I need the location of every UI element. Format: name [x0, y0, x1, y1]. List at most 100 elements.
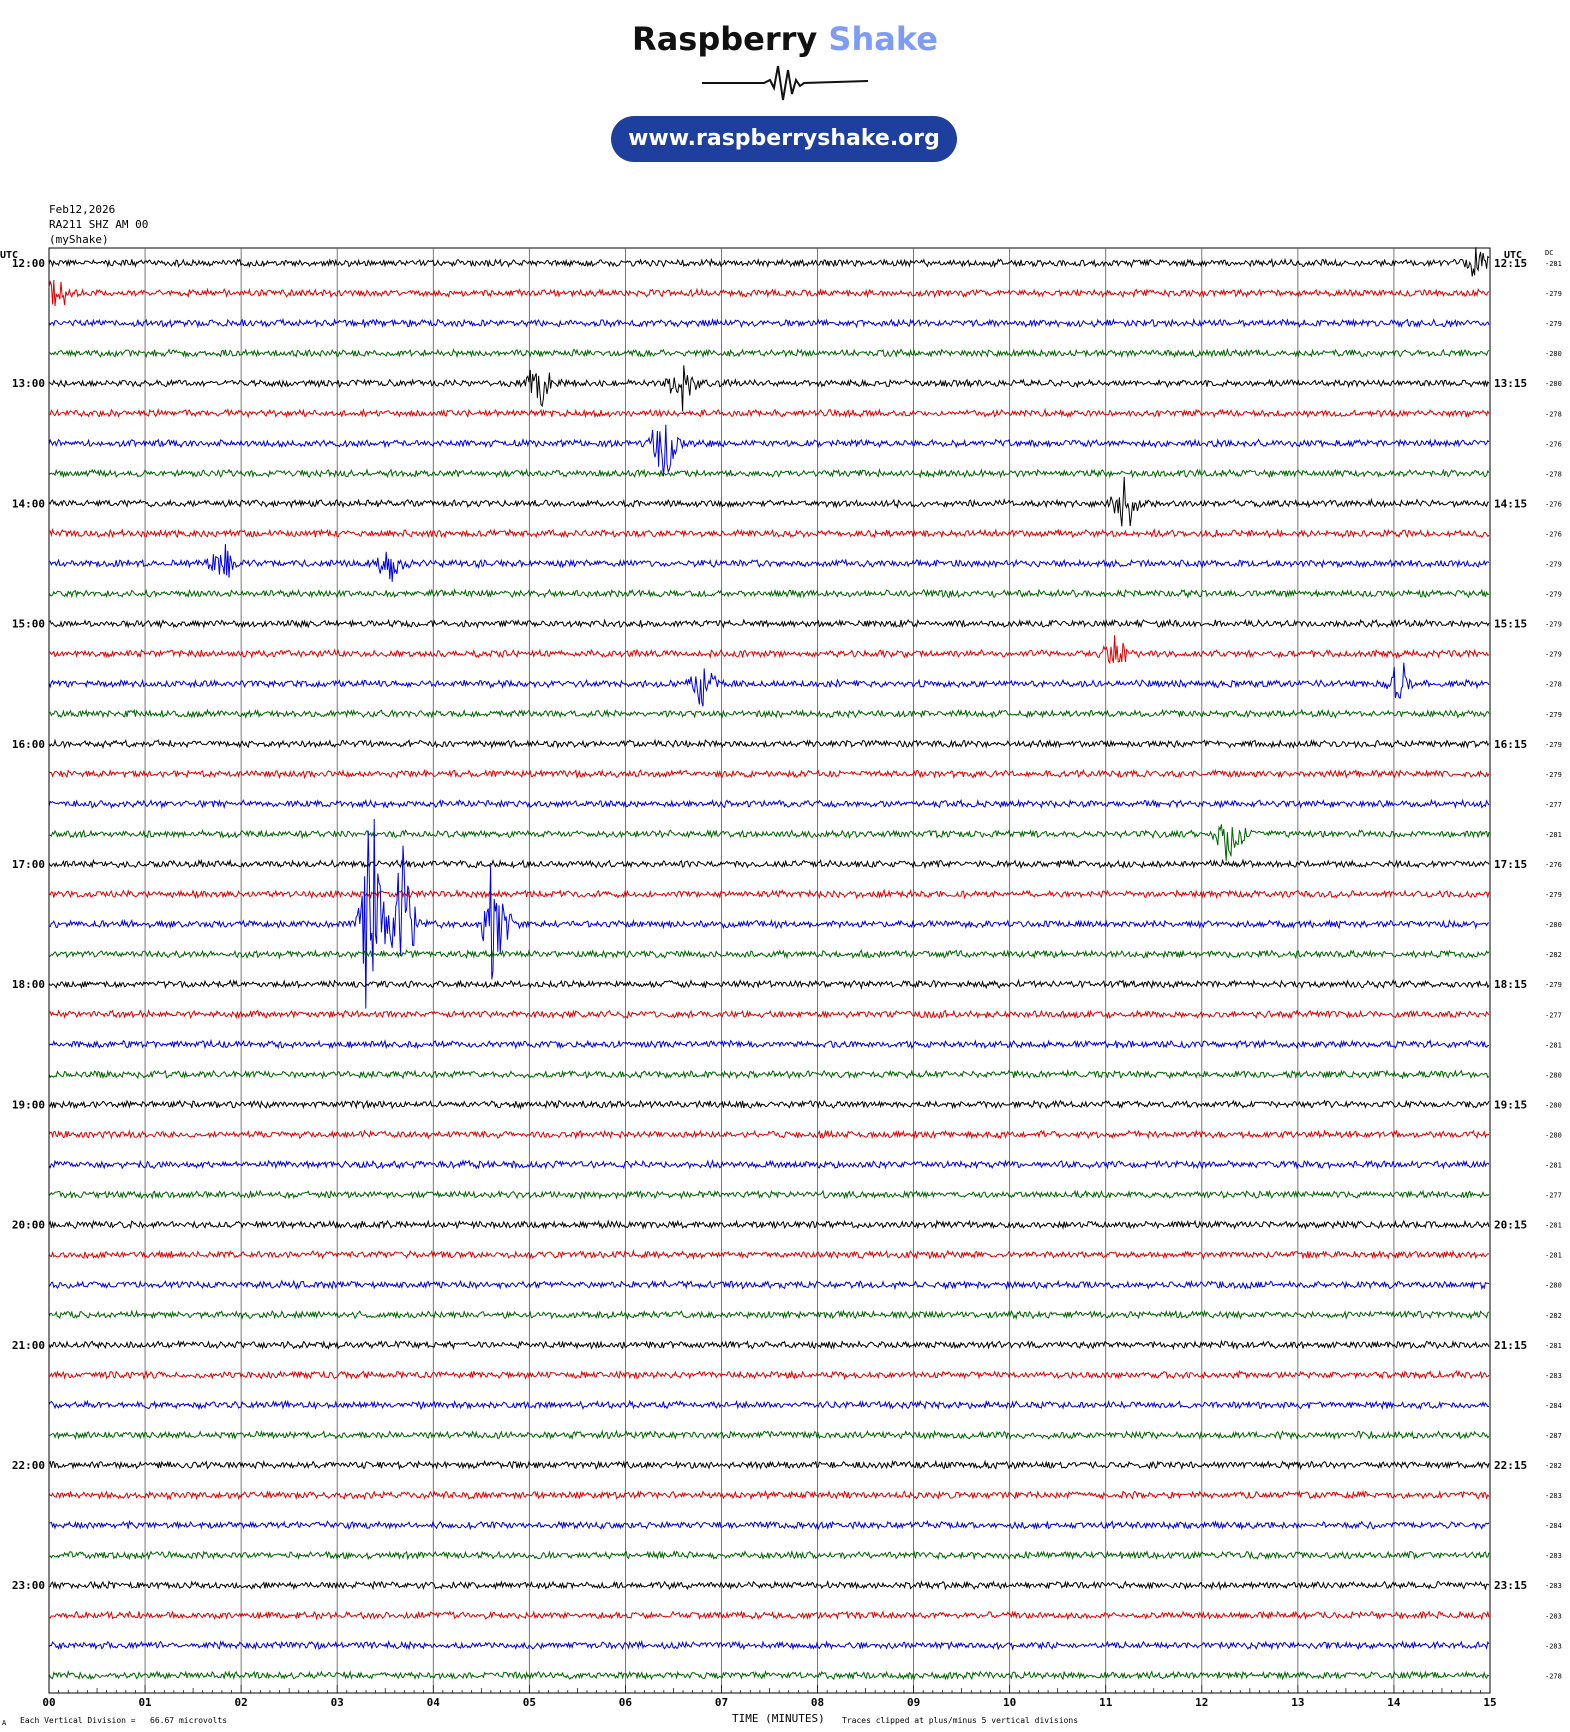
dc-offset-label: -281	[1545, 260, 1562, 268]
x-tick-label: 05	[523, 1696, 536, 1709]
dc-offset-label: -284	[1545, 1522, 1562, 1530]
plot-frame	[48, 247, 1491, 1694]
seismic-trace	[48, 798, 1490, 810]
station-info: Feb12,2026 RA211 SHZ AM 00 (myShake)	[49, 202, 148, 247]
seismic-trace	[48, 978, 1490, 990]
left-hour-label: 16:00	[12, 738, 45, 751]
seismic-trace	[48, 818, 1490, 1009]
dc-offset-label: -283	[1545, 1552, 1562, 1560]
seismic-trace	[48, 1159, 1490, 1170]
brand-name-part1: Raspberry	[632, 20, 818, 58]
left-hour-label: 23:00	[12, 1579, 45, 1592]
dc-offset-label: -279	[1545, 771, 1562, 779]
dc-offset-label: -277	[1545, 1192, 1562, 1200]
x-tick-label: 10	[1003, 1696, 1016, 1709]
dc-offset-label: -280	[1545, 921, 1562, 929]
dc-offset-label: -279	[1545, 290, 1562, 298]
header: Raspberry Shake www.raspberryshake.org	[0, 0, 1570, 180]
x-tick-label: 12	[1195, 1696, 1208, 1709]
right-hour-label: 12:15	[1494, 257, 1527, 270]
seismic-trace	[48, 1309, 1490, 1321]
clip-note: Traces clipped at plus/minus 5 vertical …	[842, 1716, 1079, 1725]
x-tick-label: 11	[1099, 1696, 1113, 1709]
station-code: RA211 SHZ AM 00	[49, 218, 149, 231]
seismic-trace	[48, 1068, 1490, 1080]
dc-column-label: DC	[1545, 249, 1553, 257]
dc-offset-label: -276	[1545, 440, 1562, 448]
dc-offset-label: -280	[1545, 350, 1562, 358]
x-tick-label: 00	[42, 1696, 55, 1709]
seismic-trace	[48, 1339, 1490, 1351]
dc-offset-label: -283	[1545, 1372, 1562, 1380]
x-tick-label: 02	[235, 1696, 248, 1709]
vertical-division-note: Each Vertical Division = 66.67 microvolt…	[20, 1716, 228, 1725]
seismic-trace	[48, 1550, 1490, 1561]
seismic-trace	[48, 1249, 1490, 1261]
dc-offset-label: -276	[1545, 500, 1562, 508]
x-tick-label: 09	[907, 1696, 920, 1709]
corner-mark: A	[2, 1719, 7, 1727]
dc-offset-label: -280	[1545, 1101, 1562, 1109]
left-hour-label: 12:00	[12, 257, 45, 270]
website-link-button[interactable]: www.raspberryshake.org	[611, 116, 957, 162]
recording-date: Feb12,2026	[49, 203, 116, 216]
dc-offset-label: -277	[1545, 1011, 1562, 1019]
seismic-trace	[48, 1579, 1490, 1591]
right-hour-label: 16:15	[1494, 738, 1527, 751]
left-hour-label: 21:00	[12, 1339, 45, 1352]
seismic-trace	[48, 858, 1490, 870]
seismic-trace	[48, 467, 1490, 479]
dc-offset-label: -281	[1545, 1342, 1562, 1350]
dc-offset-label: -280	[1545, 1282, 1562, 1290]
left-hour-label: 14:00	[12, 497, 45, 510]
left-hour-label: 18:00	[12, 978, 45, 991]
left-hour-label: 17:00	[12, 858, 45, 871]
seismic-trace	[48, 476, 1490, 527]
x-tick-label: 07	[715, 1696, 728, 1709]
data-source: (myShake)	[49, 233, 109, 246]
right-hour-label: 13:15	[1494, 377, 1527, 390]
seismic-trace	[48, 1279, 1490, 1291]
dc-offset-label: -279	[1545, 591, 1562, 599]
seismic-trace	[48, 1459, 1490, 1471]
seismic-trace	[48, 588, 1490, 599]
seismic-trace	[48, 618, 1490, 629]
helicorder-plot: 00 01 02 03 04 05 06 07 08 09 10 11 12 13 14 15 UTC UTC DC…	[0, 247, 1562, 1709]
left-hour-label: 15:00	[12, 618, 45, 631]
seismic-trace	[48, 824, 1490, 861]
right-hour-label: 18:15	[1494, 978, 1527, 991]
dc-offset-label: -280	[1545, 1131, 1562, 1139]
dc-offset-label: -281	[1545, 1041, 1562, 1049]
dc-offset-label: -279	[1545, 981, 1562, 989]
seismic-trace	[48, 1008, 1490, 1020]
seismic-trace	[48, 1489, 1490, 1501]
dc-offset-label: -281	[1545, 1222, 1562, 1230]
dc-offset-label: -283	[1545, 1492, 1562, 1500]
seismic-trace	[48, 365, 1490, 412]
seismic-trace	[48, 768, 1490, 780]
dc-offset-label: -282	[1545, 1312, 1562, 1320]
seismic-trace	[48, 1038, 1489, 1050]
left-hour-label: 22:00	[12, 1459, 45, 1472]
seismic-trace	[48, 662, 1490, 707]
x-tick-label: 01	[138, 1696, 152, 1709]
dc-offset-label: -276	[1545, 530, 1562, 538]
left-hour-label: 19:00	[12, 1098, 45, 1111]
brand-logo: Raspberry Shake	[0, 20, 1570, 58]
right-hour-label: 15:15	[1494, 618, 1527, 631]
x-tick-label: 13	[1291, 1696, 1304, 1709]
dc-offset-label: -279	[1545, 711, 1562, 719]
right-utc-label: UTC	[1504, 250, 1522, 261]
seismograph-wave-icon	[702, 65, 869, 101]
dc-offset-label: -284	[1545, 1402, 1562, 1410]
right-hour-label: 22:15	[1494, 1459, 1527, 1472]
x-tick-label: 08	[811, 1696, 824, 1709]
dc-offset-label: -281	[1545, 1252, 1562, 1260]
right-hour-label: 14:15	[1494, 497, 1527, 510]
seismic-trace	[48, 948, 1490, 960]
x-tick-label: 03	[331, 1696, 344, 1709]
right-hour-label: 19:15	[1494, 1098, 1527, 1111]
dc-offset-label: -276	[1545, 861, 1562, 869]
brand-name-part2: Shake	[828, 20, 938, 58]
seismic-trace	[48, 708, 1490, 720]
